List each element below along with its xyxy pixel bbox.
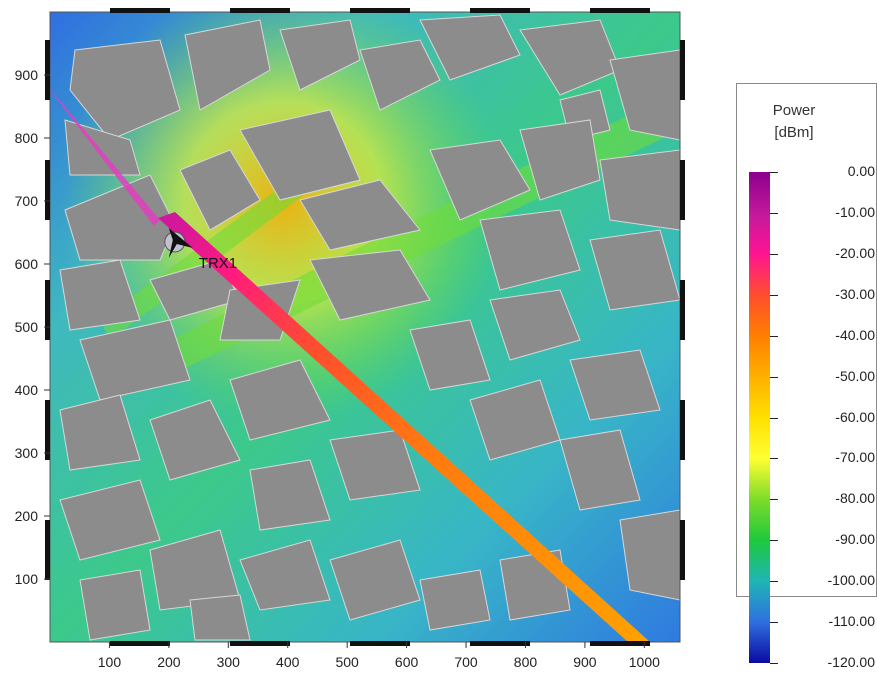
x-axis-tick-label: 300 xyxy=(217,654,241,670)
y-axis-ticks: 900 800 700 600 500 400 300 200 100 xyxy=(15,67,50,587)
plot-area[interactable] xyxy=(50,12,680,642)
y-axis-tick-label: 400 xyxy=(15,382,39,398)
antenna-direction-icon xyxy=(168,227,193,258)
x-axis-tick-label: 500 xyxy=(335,654,359,670)
x-axis-tick-label: 700 xyxy=(454,654,478,670)
legend-tick-label: -70.00 xyxy=(835,449,875,466)
legend-tick-label: -20.00 xyxy=(835,244,875,261)
x-axis-tick-label: 1000 xyxy=(629,654,660,670)
legend-tick xyxy=(770,376,778,378)
legend-tick-label: -10.00 xyxy=(835,203,875,220)
x-axis-tick-label: 200 xyxy=(157,654,181,670)
transmitter-label: TRX1 xyxy=(199,255,237,272)
legend-tick-label: 0.00 xyxy=(847,163,875,179)
buildings xyxy=(59,14,680,641)
y-axis-tick-label: 200 xyxy=(15,508,39,524)
legend-tick-label: -50.00 xyxy=(835,367,875,384)
legend-tick-label: -30.00 xyxy=(835,285,875,302)
legend-tick xyxy=(770,581,778,583)
legend-tick xyxy=(770,212,778,214)
x-axis-tick-label: 600 xyxy=(395,654,419,670)
legend-tick xyxy=(770,663,778,664)
y-axis-tick-label: 900 xyxy=(15,67,39,83)
x-axis-ticks: 100 200 300 400 500 600 700 800 900 1000 xyxy=(98,642,660,670)
power-legend: Power [dBm] 0.00 -10.00 -20.00 -30.00 -40.00… xyxy=(736,83,877,670)
map-border-bands xyxy=(45,8,685,646)
legend-tick xyxy=(770,417,778,419)
y-axis-tick-label: 600 xyxy=(15,256,39,272)
legend-tick xyxy=(770,335,778,337)
x-axis-tick-label: 400 xyxy=(276,654,300,670)
coverage-map[interactable]: TRX1 100 200 300 400 500 600 700 800 900 1000 900… xyxy=(0,0,690,677)
legend-tick-label: -90.00 xyxy=(835,531,875,548)
transmitter-marker[interactable]: TRX1 xyxy=(164,227,237,272)
x-axis-tick-label: 100 xyxy=(98,654,122,670)
signal-beam xyxy=(158,212,650,642)
y-axis-tick-label: 500 xyxy=(15,319,39,335)
y-axis-tick-label: 800 xyxy=(15,130,39,146)
legend-title: Power xyxy=(772,102,816,119)
y-axis-tick-label: 700 xyxy=(15,193,39,209)
y-axis-tick-label: 300 xyxy=(15,445,39,461)
y-axis-tick-label: 100 xyxy=(15,571,39,587)
legend-tick-label: -120.00 xyxy=(827,654,875,670)
legend-tick xyxy=(770,253,778,255)
x-axis-tick-label: 900 xyxy=(573,654,597,670)
legend-tick-label: -60.00 xyxy=(835,408,875,425)
legend-tick-label: -100.00 xyxy=(827,572,875,589)
legend-tick xyxy=(770,540,778,542)
signal-beam-back xyxy=(50,90,160,226)
legend-tick xyxy=(770,622,778,624)
legend-unit: [dBm] xyxy=(774,124,814,141)
x-axis-tick-label: 800 xyxy=(514,654,538,670)
legend-tick-label: -110.00 xyxy=(828,613,875,630)
legend-tick-label: -40.00 xyxy=(835,326,875,343)
legend-tick-label: -80.00 xyxy=(835,490,875,507)
legend-tick xyxy=(770,499,778,501)
legend-tick xyxy=(770,172,778,173)
legend-color-bar xyxy=(749,172,770,663)
legend-tick xyxy=(770,458,778,460)
legend-tick xyxy=(770,294,778,296)
